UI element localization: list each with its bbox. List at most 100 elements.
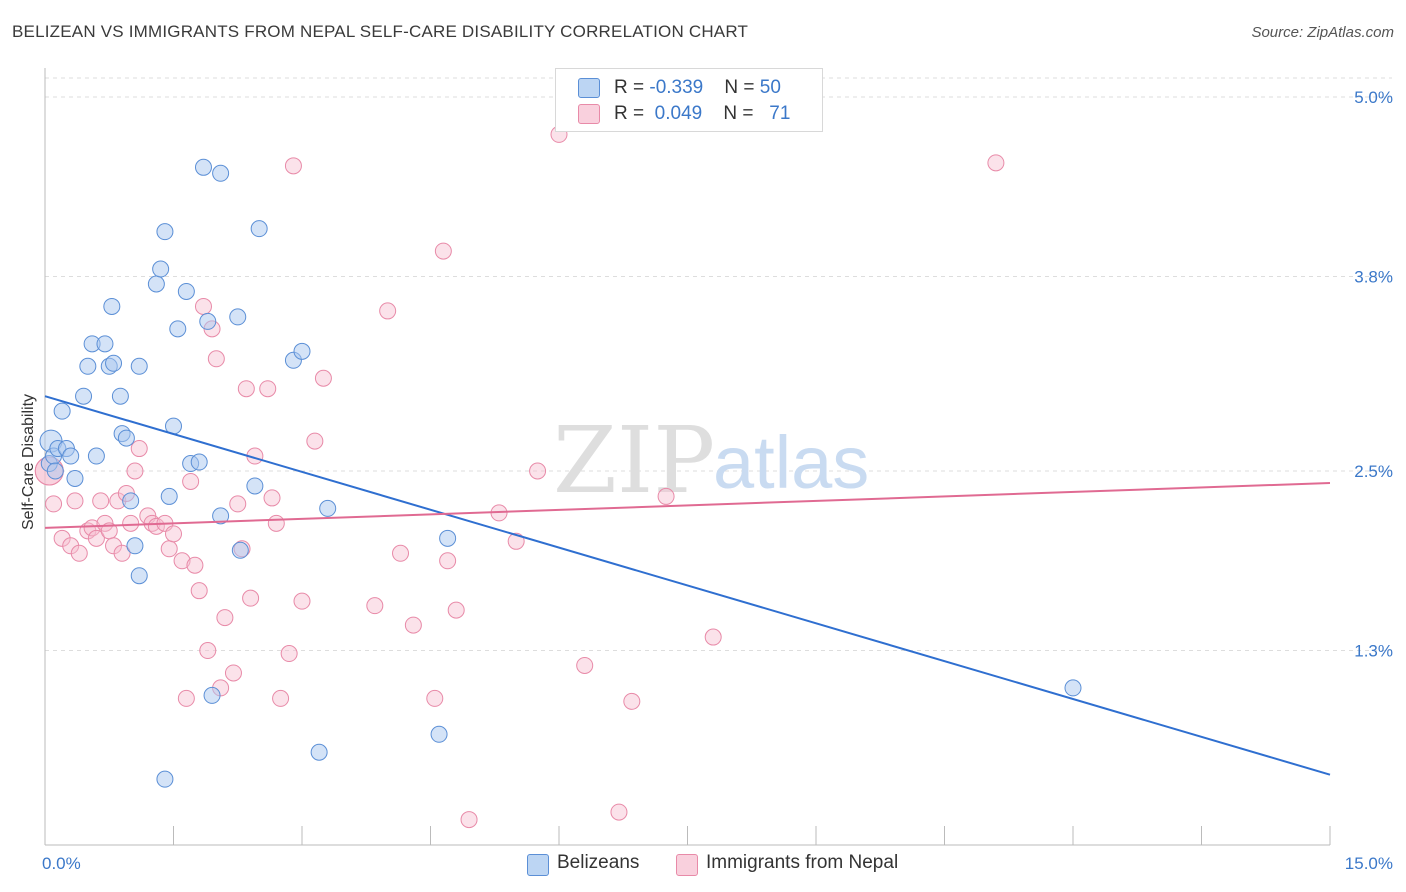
nepal-point: [507, 532, 525, 550]
nepal-point: [229, 495, 247, 513]
chart-title: BELIZEAN VS IMMIGRANTS FROM NEPAL SELF-C…: [12, 22, 749, 41]
nepal-point: [190, 582, 208, 600]
belizean-point: [46, 462, 64, 480]
belizean-points: [39, 158, 1082, 788]
nepal-point: [434, 242, 452, 260]
nepal-point: [259, 380, 277, 398]
nepal-point: [130, 440, 148, 458]
nepal-point: [126, 462, 144, 480]
nepal-point: [199, 642, 217, 660]
belizean-point: [212, 507, 230, 525]
nepal-point: [165, 525, 182, 543]
nepal-point: [113, 544, 131, 562]
nepal-point: [83, 519, 101, 537]
belizean-point: [169, 320, 187, 338]
nepal-point: [173, 552, 191, 570]
nepal-point: [45, 495, 63, 513]
nepal-point: [186, 556, 204, 574]
belizean-point: [105, 354, 123, 372]
nepal-point: [404, 616, 422, 634]
watermark-zip: ZIP: [553, 407, 715, 514]
nepal-point: [70, 544, 88, 562]
belizean-point: [231, 541, 249, 559]
belizean-point: [122, 492, 140, 510]
belizean-point: [96, 335, 114, 353]
nepal-point: [122, 514, 140, 532]
belizean-point: [194, 158, 212, 176]
belizean-point: [126, 537, 144, 555]
belizean-point: [87, 447, 105, 465]
nepal-point: [366, 597, 384, 615]
belizean-point: [293, 342, 311, 360]
belizean-point: [319, 499, 337, 517]
nepal-point: [237, 380, 255, 398]
y-tick-label: 2.5%: [1354, 462, 1393, 481]
nepal-point: [62, 537, 80, 555]
belizean-point: [130, 357, 148, 375]
nepal-point: [66, 492, 84, 510]
n-value-nepal: 71: [769, 103, 791, 124]
n-label: N =: [723, 103, 759, 124]
nepal-point: [657, 487, 675, 505]
belizean-point: [79, 357, 97, 375]
trend-lines: [44, 395, 1331, 776]
nepal-point: [576, 656, 594, 674]
n-value-belizean: 50: [759, 77, 781, 98]
r-label: R =: [614, 103, 650, 124]
nepal-trend-line: [44, 481, 1331, 529]
nepal-point: [92, 492, 110, 510]
belizean-point: [310, 743, 328, 761]
nepal-point: [105, 537, 123, 555]
y-axis-label: Self-Care Disability: [20, 394, 37, 530]
nepal-point: [224, 664, 242, 682]
grid-lines: [45, 77, 1392, 652]
watermark-atlas: atlas: [713, 421, 869, 504]
belizean-swatch: [578, 78, 600, 98]
y-tick-label: 5.0%: [1354, 88, 1393, 107]
belizean-point: [66, 469, 84, 487]
nepal-point: [267, 514, 285, 532]
nepal-point: [439, 552, 457, 570]
stats-legend: R = -0.339 N = 50 R = 0.049 N = 71: [555, 68, 823, 132]
belizean-point: [147, 275, 165, 293]
belizean-point: [117, 429, 135, 447]
nepal-point: [160, 540, 178, 558]
nepal-point: [623, 692, 641, 710]
nepal-point: [182, 472, 200, 490]
nepal-point: [704, 628, 722, 646]
belizean-point: [250, 220, 268, 238]
belizean-point: [62, 447, 80, 465]
nepal-point: [263, 489, 281, 507]
nepal-point: [447, 601, 465, 619]
nepal-point: [87, 529, 105, 547]
belizean-point: [1064, 679, 1082, 697]
belizean-point: [156, 223, 174, 241]
belizean-point: [160, 487, 178, 505]
belizean-point: [130, 567, 148, 585]
nepal-point: [280, 645, 298, 663]
legend-label-nepal: Immigrants from Nepal: [706, 852, 899, 873]
chart-source: Source: ZipAtlas.com: [1251, 24, 1394, 41]
belizean-point: [190, 453, 208, 471]
nepal-point: [529, 462, 547, 480]
nepal-point: [314, 369, 332, 387]
belizean-point: [439, 529, 457, 547]
belizean-point: [53, 402, 71, 420]
belizean-point: [177, 282, 195, 300]
belizean-point: [199, 312, 217, 330]
nepal-legend-swatch: [676, 854, 698, 876]
x-tick-label: 15.0%: [1345, 854, 1393, 873]
nepal-point: [987, 154, 1005, 172]
belizean-point: [75, 387, 93, 405]
belizean-point: [430, 725, 448, 743]
nepal-swatch: [578, 104, 600, 124]
r-value-belizean: -0.339: [649, 77, 704, 98]
nepal-point: [460, 811, 478, 829]
nepal-point: [293, 592, 311, 610]
nepal-point: [426, 689, 444, 707]
x-tick-label: 0.0%: [42, 854, 81, 873]
belizean-legend-swatch: [527, 854, 549, 876]
belizean-point: [229, 308, 247, 326]
r-value-nepal: 0.049: [654, 103, 703, 124]
